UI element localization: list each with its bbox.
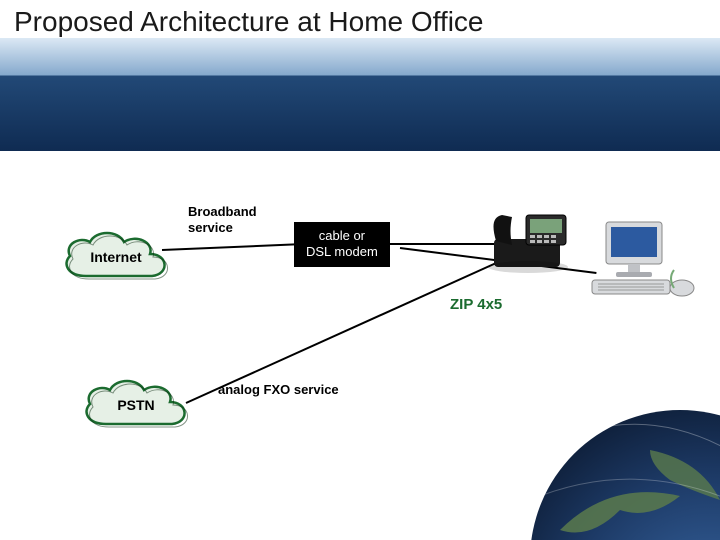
label-broadband-service: Broadband service: [188, 204, 257, 235]
phone-icon: [488, 205, 578, 275]
device-phone: [488, 205, 578, 275]
label-broadband-line1: Broadband: [188, 204, 257, 219]
label-zip: ZIP 4x5: [450, 296, 502, 313]
modem-line2: DSL modem: [306, 244, 378, 259]
cloud-internet-label: Internet: [56, 249, 176, 265]
label-analog-fxo: analog FXO service: [218, 382, 339, 398]
line-internet-modem: [162, 243, 304, 251]
slide-root: Proposed Architecture at Home Office Int…: [0, 0, 720, 540]
label-broadband-line2: service: [188, 220, 233, 235]
computer-icon: [588, 218, 698, 298]
cloud-internet: Internet: [56, 228, 176, 286]
device-computer: [588, 218, 698, 298]
cloud-pstn-label: PSTN: [76, 397, 196, 413]
globe-decoration: [500, 410, 720, 540]
modem-line1: cable or: [319, 228, 365, 243]
cloud-pstn: PSTN: [76, 376, 196, 434]
node-modem: cable or DSL modem: [294, 222, 390, 267]
globe-icon: [500, 410, 720, 540]
